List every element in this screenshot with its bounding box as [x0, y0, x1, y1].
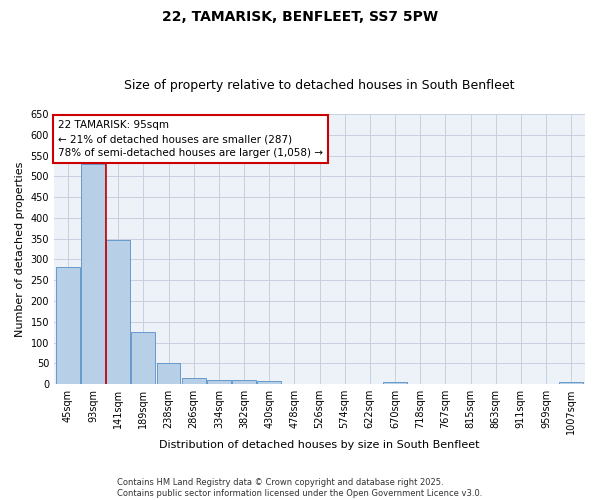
X-axis label: Distribution of detached houses by size in South Benfleet: Distribution of detached houses by size …: [159, 440, 480, 450]
Text: 22, TAMARISK, BENFLEET, SS7 5PW: 22, TAMARISK, BENFLEET, SS7 5PW: [162, 10, 438, 24]
Y-axis label: Number of detached properties: Number of detached properties: [15, 162, 25, 337]
Text: Contains HM Land Registry data © Crown copyright and database right 2025.
Contai: Contains HM Land Registry data © Crown c…: [118, 478, 482, 498]
Bar: [182, 378, 206, 384]
Bar: [207, 380, 231, 384]
Bar: [232, 380, 256, 384]
Bar: [131, 332, 155, 384]
Bar: [257, 382, 281, 384]
Bar: [157, 364, 181, 384]
Bar: [106, 240, 130, 384]
Bar: [559, 382, 583, 384]
Title: Size of property relative to detached houses in South Benfleet: Size of property relative to detached ho…: [124, 79, 515, 92]
Bar: [56, 266, 80, 384]
Text: 22 TAMARISK: 95sqm
← 21% of detached houses are smaller (287)
78% of semi-detach: 22 TAMARISK: 95sqm ← 21% of detached hou…: [58, 120, 323, 158]
Bar: [383, 382, 407, 384]
Bar: [81, 164, 105, 384]
